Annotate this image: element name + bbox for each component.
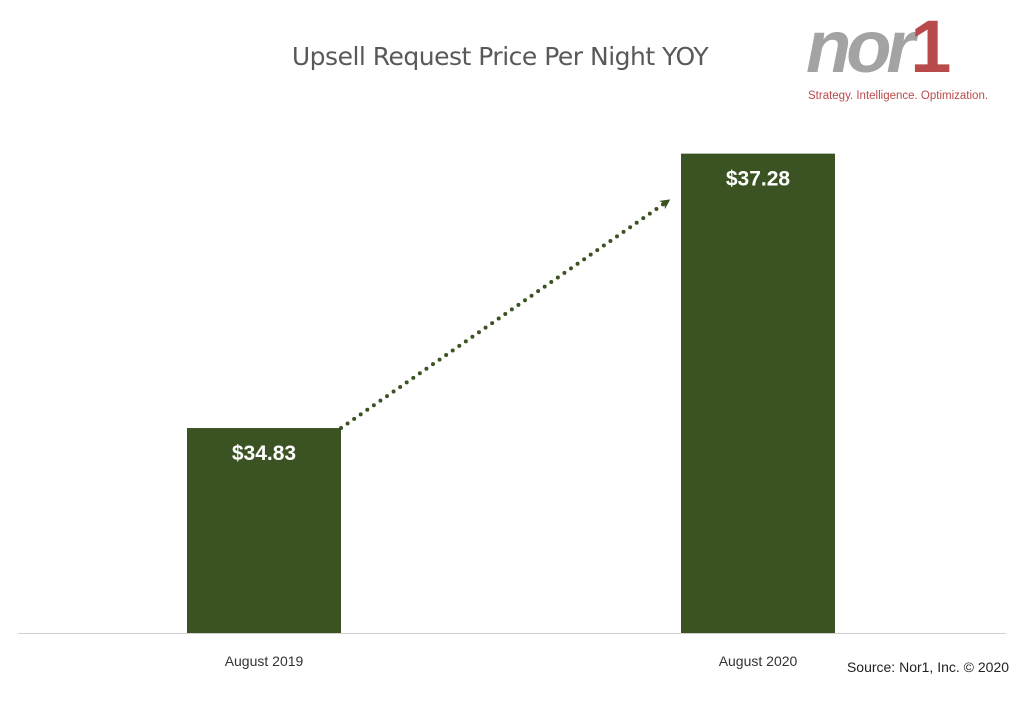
source-note: Source: Nor1, Inc. © 2020 — [846, 659, 1010, 675]
logo-wordmark: nor1 — [806, 5, 951, 88]
x-tick-label: August 2020 — [718, 653, 798, 669]
trend-arrow — [339, 199, 671, 431]
value-label: $37.28 — [726, 168, 791, 191]
bar-august-2019 — [187, 428, 341, 633]
nor1-logo: nor1 Strategy. Intelligence. Optimizatio… — [806, 5, 1006, 110]
x-tick-label: August 2019 — [224, 653, 304, 669]
logo-tagline: Strategy. Intelligence. Optimization. — [808, 90, 989, 102]
bar-august-2020 — [681, 153, 835, 633]
chart-title: Upsell Request Price Per Night YOY — [291, 42, 709, 71]
value-label: $34.83 — [232, 442, 296, 465]
